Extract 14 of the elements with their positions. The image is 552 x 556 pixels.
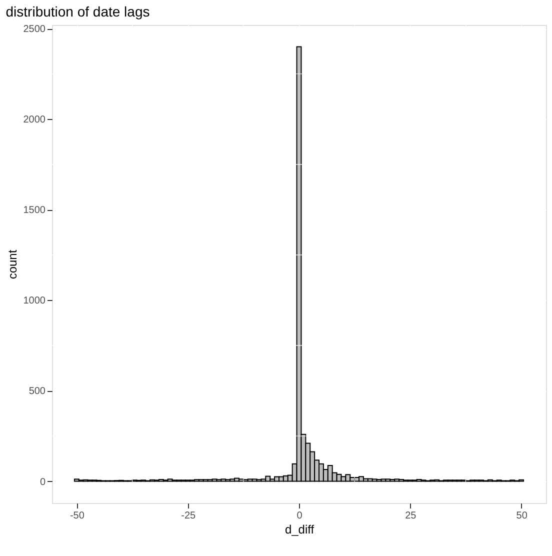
x-tick-label: 25	[405, 510, 417, 522]
x-tick-label: -25	[181, 510, 196, 522]
chart-title: distribution of date lags	[6, 4, 150, 20]
y-tick-label: 1000	[23, 296, 46, 307]
x-tick-label: -50	[70, 510, 85, 522]
x-tick-label: 50	[516, 510, 528, 522]
y-tick-label: 0	[40, 476, 46, 488]
x-axis-title: d_diff	[284, 522, 315, 536]
y-tick-label: 1500	[23, 205, 46, 216]
y-tick-label: 2000	[23, 114, 46, 126]
y-tick-label: 500	[28, 386, 46, 398]
x-tick-label: 0	[296, 510, 303, 522]
y-axis-title: count	[5, 249, 20, 280]
y-tick-label: 2500	[23, 24, 46, 36]
